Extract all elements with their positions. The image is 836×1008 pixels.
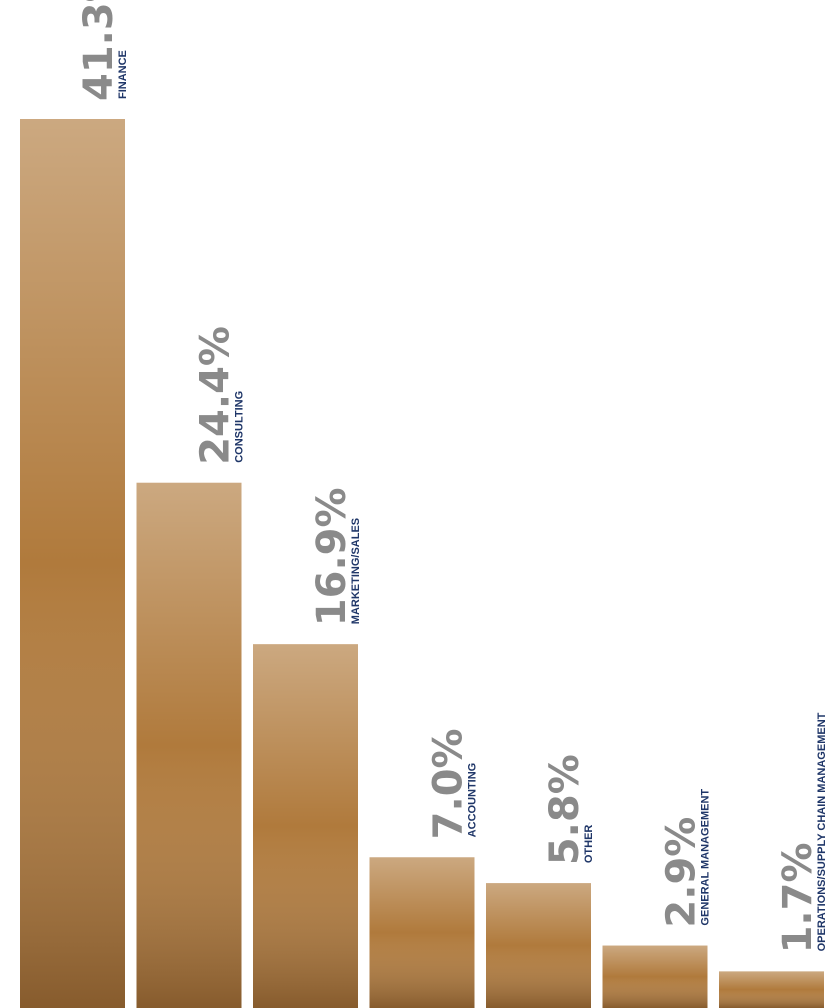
category-label: GENERAL MANAGEMENT [700,789,712,926]
bar-shade [486,883,591,1008]
category-label: OPERATIONS/SUPPLY CHAIN MANAGEMENT [816,712,828,951]
category-label: FINANCE [117,50,129,99]
value-label: 5.8% [542,754,588,865]
value-label: 7.0% [426,728,472,839]
value-label: 24.4% [193,326,239,465]
bar-shade [253,644,358,1008]
value-label: 1.7% [775,842,821,953]
value-label: 41.3% [76,0,122,101]
bar-shade [602,945,708,1008]
category-label: OTHER [583,825,595,864]
value-label: 16.9% [309,487,355,626]
bar-shade [20,119,125,1008]
category-label: ACCOUNTING [467,763,479,838]
category-label: MARKETING/SALES [350,518,362,624]
bar-shade [136,482,242,1008]
category-label: CONSULTING [234,391,246,463]
bar-shade [719,971,824,1008]
value-label: 2.9% [659,817,705,928]
bar-shade [369,857,475,1008]
